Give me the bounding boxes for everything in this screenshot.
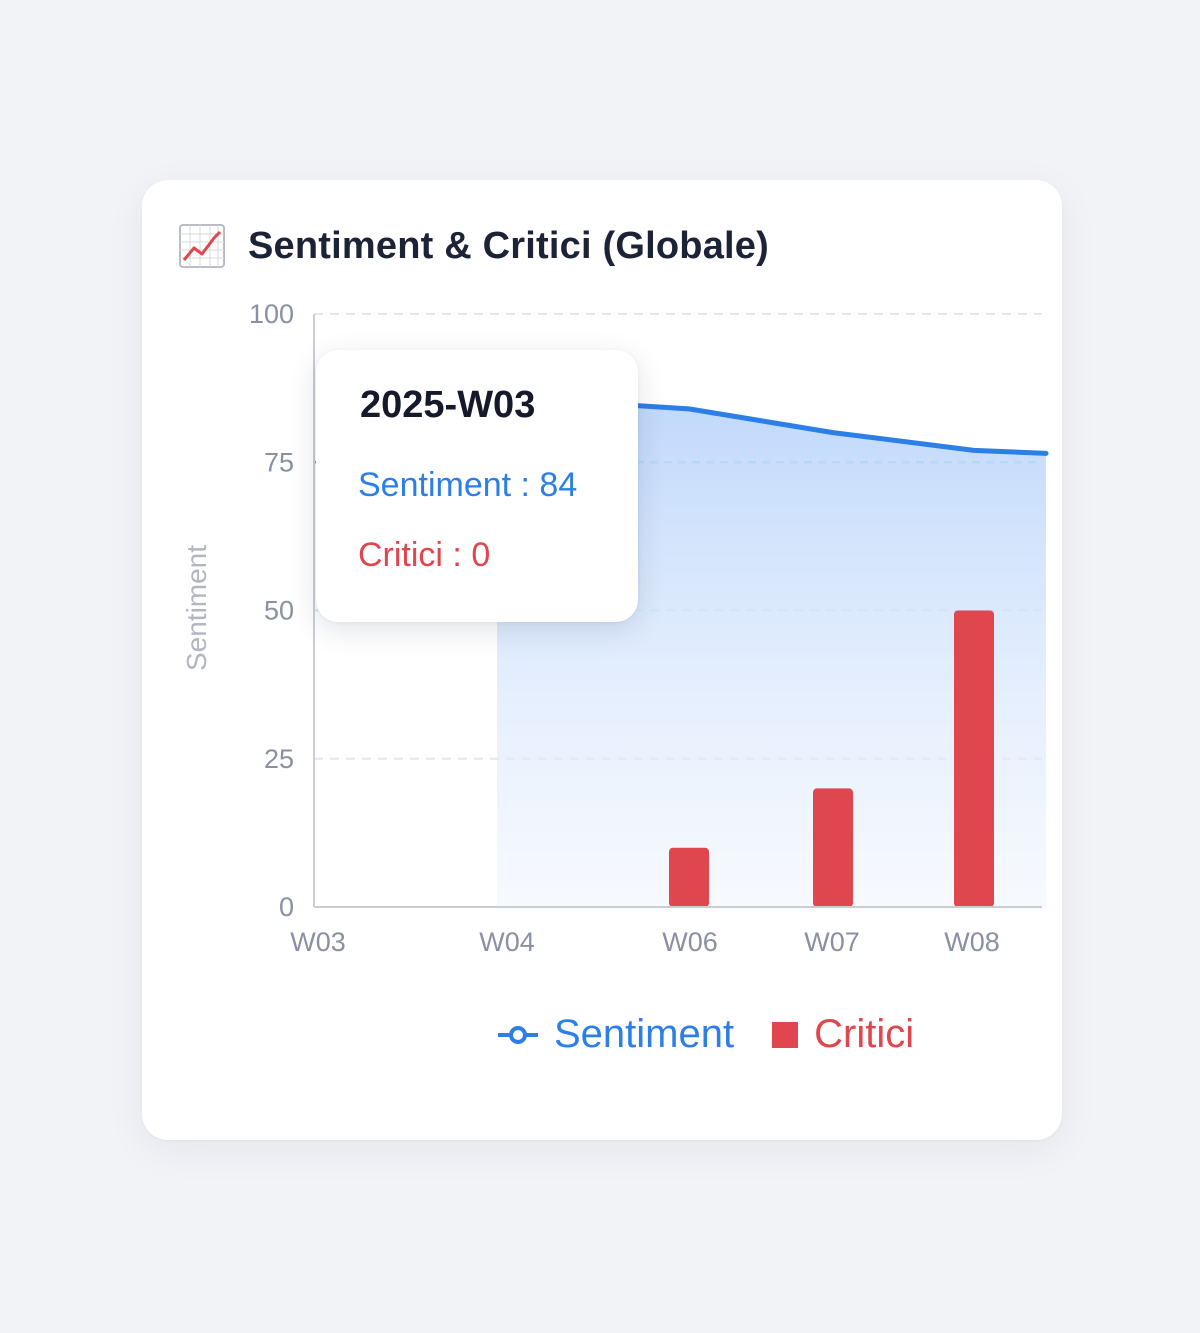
critici-bar-w07 [813, 788, 853, 907]
chart-title: Sentiment & Critici (Globale) [248, 224, 769, 267]
y-tick-label: 50 [264, 596, 294, 626]
tooltip-title: 2025-W03 [360, 384, 536, 426]
critici-bar-w08 [954, 610, 994, 907]
y-tick-label: 0 [279, 892, 294, 922]
chart-tooltip: 2025-W03 Sentiment : 84 Critici : 0 [316, 350, 638, 622]
legend-label-critici: Critici [814, 1012, 915, 1056]
x-tick-label: W07 [804, 927, 860, 957]
tooltip-sentiment: Sentiment : 84 [358, 466, 578, 504]
x-tick-label: W03 [290, 927, 346, 957]
y-tick-label: 100 [249, 299, 294, 329]
critici-bars [669, 610, 994, 907]
y-tick-label: 75 [264, 447, 294, 477]
chart-legend: Sentiment Critici [496, 1012, 952, 1057]
axes: 0 25 50 75 100 W03 W04 W06 W07 W08 [249, 299, 1042, 957]
legend-item-critici[interactable]: Critici [772, 1012, 914, 1057]
x-tick-label: W08 [944, 927, 1000, 957]
square-marker-icon [772, 1021, 799, 1048]
x-tick-label: W06 [662, 927, 718, 957]
line-marker-icon [498, 1025, 538, 1044]
legend-item-sentiment[interactable]: Sentiment [496, 1012, 734, 1057]
y-axis-label: Sentiment [181, 545, 212, 671]
chart-increasing-icon [179, 224, 225, 268]
card-header: Sentiment & Critici (Globale) [178, 222, 769, 270]
legend-label-sentiment: Sentiment [554, 1012, 735, 1056]
tooltip-critici: Critici : 0 [358, 536, 491, 574]
y-tick-label: 25 [264, 744, 294, 774]
critici-bar-w06 [669, 847, 709, 907]
x-tick-label: W04 [479, 927, 535, 957]
